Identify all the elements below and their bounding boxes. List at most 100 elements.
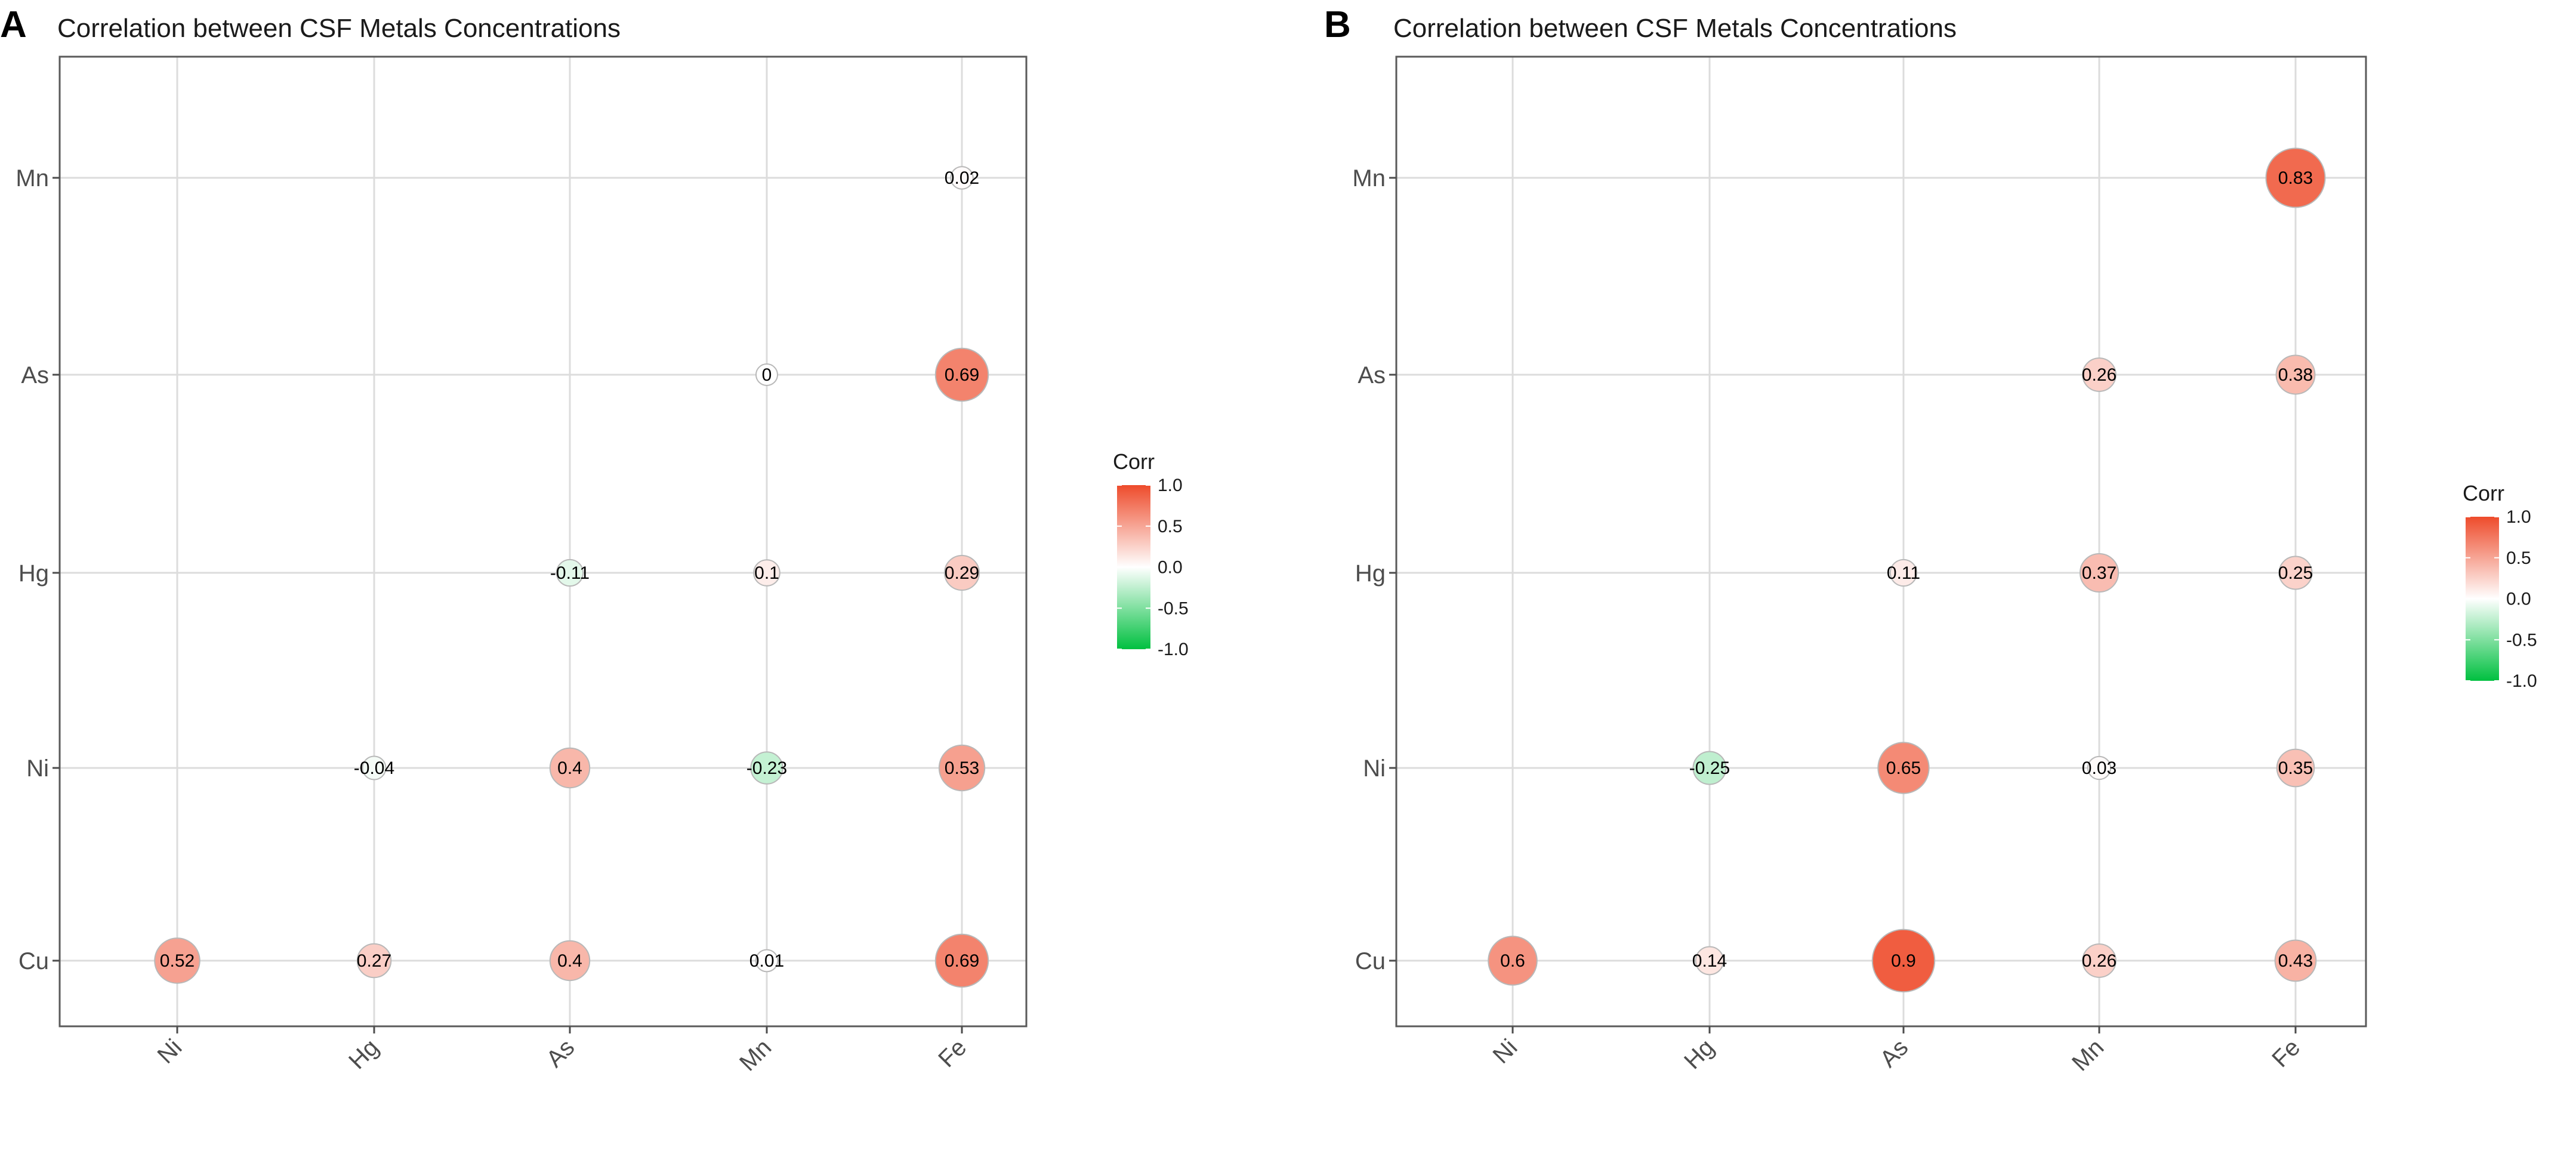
panel-letter: B: [1324, 4, 1351, 45]
correlation-point: [2275, 354, 2316, 395]
correlation-point: [2082, 357, 2117, 392]
correlation-point: [934, 347, 989, 402]
correlation-value-label: 0.03: [2082, 758, 2117, 778]
legend-tick-label: -1.0: [2506, 671, 2537, 691]
correlation-point: [1692, 751, 1727, 785]
x-tick-label: Fe: [933, 1034, 971, 1072]
correlation-value-label: 0.38: [2278, 365, 2313, 385]
correlation-point: [943, 554, 980, 591]
correlation-point: [1695, 946, 1724, 976]
correlation-value-label: -0.11: [550, 563, 590, 583]
correlation-value-label: 0.9: [1891, 951, 1916, 971]
correlation-point: [755, 949, 779, 973]
correlation-value-label: 0.69: [945, 365, 979, 385]
legend-color-bar: [2466, 517, 2499, 681]
correlation-value-label: 0.83: [2278, 168, 2313, 188]
correlation-point: [753, 559, 780, 587]
plot-border: [58, 55, 1028, 1028]
legend-tick-label: 0.5: [1158, 517, 1183, 536]
y-tick-label: Ni: [26, 755, 49, 782]
correlation-value-label: 0.35: [2278, 758, 2313, 778]
x-tick-label: Hg: [344, 1034, 384, 1074]
chart-title: Correlation between CSF Metals Concentra…: [57, 14, 621, 43]
correlation-value-label: 0.11: [1887, 563, 1920, 583]
correlation-point: [362, 755, 387, 780]
correlation-value-label: -0.25: [1689, 758, 1730, 778]
correlation-value-label: 0.6: [1500, 951, 1525, 971]
correlation-point: [1488, 936, 1538, 986]
panel-a: A Correlation between CSF Metals Concentr…: [0, 4, 1189, 1076]
correlation-point: [1889, 559, 1918, 587]
legend-tick-label: 1.0: [2506, 507, 2531, 527]
correlation-point: [950, 166, 974, 190]
correlation-value-label: 0.14: [1692, 951, 1727, 971]
correlation-value-label: 0.1: [754, 563, 779, 583]
x-tick-label: As: [541, 1034, 579, 1072]
correlation-value-label: 0.27: [357, 951, 391, 971]
chart-title: Correlation between CSF Metals Concentra…: [1393, 14, 1957, 43]
correlation-point: [934, 933, 989, 988]
plot-area: [1395, 55, 2367, 1028]
correlation-point: [2265, 147, 2326, 208]
y-tick-label: Mn: [1352, 165, 1386, 192]
plot-area: [58, 55, 1028, 1028]
correlation-point: [755, 363, 778, 386]
panel-b: B Correlation between CSF Metals Concentr…: [1324, 4, 2537, 1076]
correlation-point: [2079, 553, 2120, 593]
correlation-value-label: 0.43: [2278, 951, 2313, 971]
correlation-value-label: 0.37: [2082, 563, 2117, 583]
correlation-point: [556, 559, 584, 587]
correlation-value-label: 0.26: [2082, 951, 2117, 971]
correlation-value-label: 0.65: [1886, 758, 1921, 778]
y-tick-label: Cu: [18, 948, 49, 974]
x-tick-label: Ni: [153, 1034, 187, 1069]
panel-letter: A: [0, 4, 27, 45]
correlation-point: [1877, 742, 1930, 794]
legend-tick-label: 0.0: [1158, 558, 1183, 578]
correlation-value-label: -0.23: [746, 758, 787, 778]
plot-border: [1395, 55, 2367, 1028]
correlation-point: [2274, 939, 2317, 982]
y-tick-label: Hg: [1355, 560, 1386, 587]
correlation-value-label: 0.52: [160, 951, 195, 971]
correlation-value-label: 0.29: [945, 563, 979, 583]
correlation-value-label: 0.4: [557, 758, 582, 778]
correlation-point: [1871, 928, 1936, 993]
legend-tick-label: -0.5: [2506, 630, 2537, 650]
correlation-point: [750, 751, 783, 785]
correlation-value-label: 0.26: [2082, 365, 2117, 385]
correlation-point: [549, 940, 591, 982]
legend-title: Corr: [2463, 481, 2504, 505]
y-tick-label: Cu: [1355, 948, 1386, 974]
correlation-point: [2278, 556, 2313, 590]
correlation-value-label: 0: [762, 365, 772, 385]
y-tick-label: As: [1358, 362, 1386, 388]
legend-tick-label: 0.0: [2506, 590, 2531, 609]
x-tick-label: Mn: [2067, 1034, 2109, 1076]
x-tick-label: Ni: [1488, 1034, 1523, 1069]
y-tick-label: Hg: [18, 560, 49, 587]
correlation-point: [938, 744, 986, 792]
correlation-value-label: 0.25: [2278, 563, 2313, 583]
y-tick-label: As: [21, 362, 49, 388]
legend-tick-label: -1.0: [1158, 640, 1189, 659]
legend-color-bar: [1117, 485, 1150, 649]
correlation-value-label: 0.01: [749, 951, 784, 971]
correlation-point: [154, 937, 200, 984]
correlation-value-label: 0.4: [557, 951, 582, 971]
legend-tick-label: 0.5: [2506, 548, 2531, 568]
x-tick-label: Mn: [735, 1034, 776, 1076]
correlation-point: [2087, 755, 2112, 780]
legend-title: Corr: [1113, 449, 1155, 474]
legend-tick-label: -0.5: [1158, 598, 1189, 618]
x-tick-label: Fe: [2267, 1034, 2305, 1072]
correlation-point: [356, 943, 392, 979]
correlation-value-label: 0.69: [945, 951, 979, 971]
correlation-value-label: 0.02: [945, 168, 979, 188]
correlation-value-label: -0.04: [354, 758, 394, 778]
correlation-point: [549, 747, 591, 789]
legend-tick-label: 1.0: [1158, 476, 1183, 495]
x-tick-label: As: [1875, 1034, 1913, 1072]
correlation-value-label: 0.53: [945, 758, 979, 778]
